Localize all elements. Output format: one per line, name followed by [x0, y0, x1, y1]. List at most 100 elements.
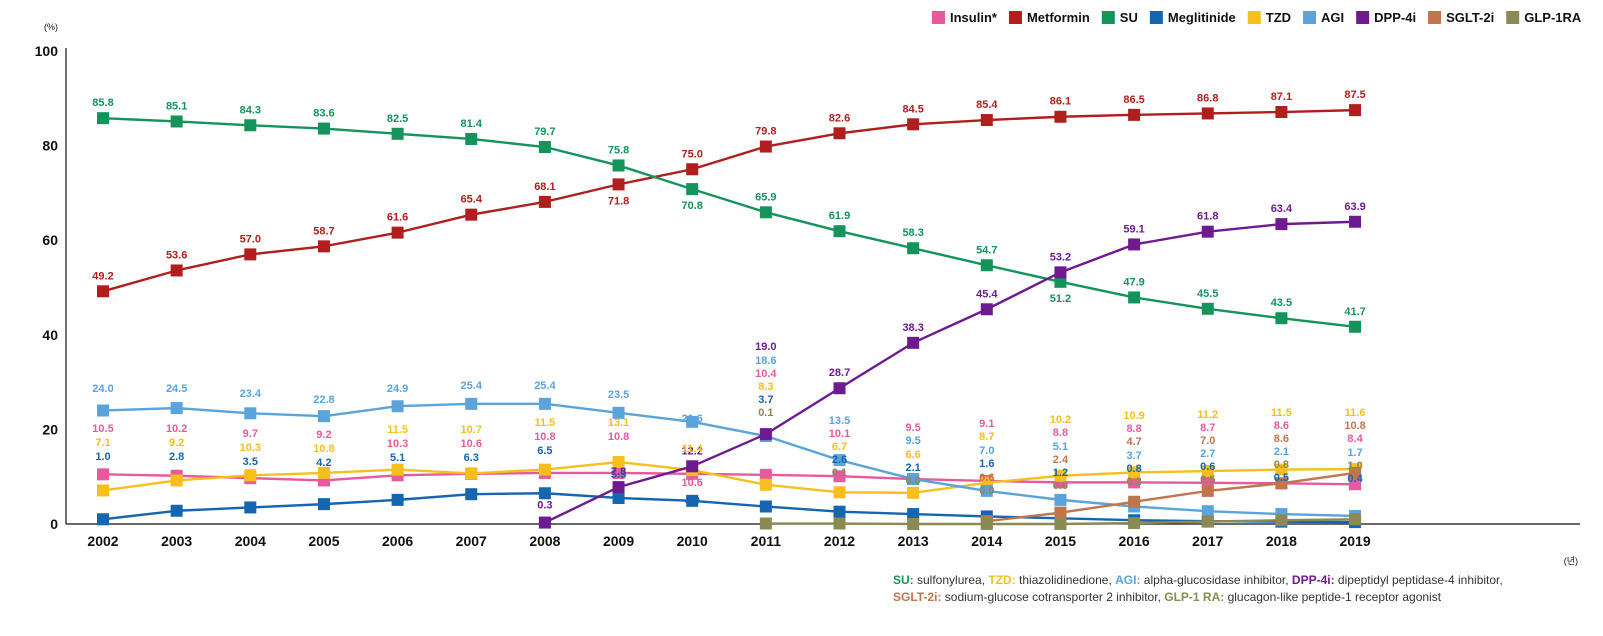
- y-tick-label: 100: [35, 43, 59, 59]
- x-tick-label: 2012: [824, 533, 855, 549]
- data-label-metformin: 71.8: [608, 195, 629, 207]
- data-label-insulin: 10.4: [755, 368, 777, 380]
- data-label-su: 45.5: [1197, 288, 1218, 300]
- y-axis-unit: (%): [44, 22, 58, 32]
- data-point-su: [686, 183, 699, 196]
- data-point-glp-1ra: [833, 517, 846, 530]
- data-point-insulin: [612, 466, 625, 479]
- data-label-metformin: 75.0: [681, 148, 702, 160]
- data-label-dpp-4i: 12.2: [681, 445, 702, 457]
- legend: Insulin* Metformin SU Meglitinide TZD AGI DPP-…: [932, 10, 1582, 25]
- footnote-definition: sulfonylurea,: [914, 573, 989, 587]
- data-label-dpp-4i: 19.0: [755, 341, 776, 353]
- data-label-su: 85.1: [166, 100, 187, 112]
- legend-swatch-agi: [1303, 11, 1317, 24]
- data-label-agi: 18.6: [755, 355, 776, 367]
- data-point-su: [980, 259, 993, 272]
- data-label-tzd: 11.5: [534, 417, 555, 429]
- legend-swatch-tzd: [1247, 11, 1261, 24]
- data-label-sglt-2i: 10.8: [1344, 420, 1365, 432]
- data-label-tzd: 11.5: [1271, 407, 1292, 419]
- data-label-agi: 24.5: [166, 383, 187, 395]
- x-tick-label: 2015: [1045, 533, 1076, 549]
- series-line-sglt-2i: [986, 471, 1356, 523]
- data-label-tzd: 8.3: [758, 381, 773, 393]
- data-label-metformin: 86.8: [1197, 92, 1218, 104]
- x-tick-label: 2005: [308, 533, 339, 549]
- y-tick-label: 80: [42, 138, 58, 154]
- data-label-dpp-4i: 38.3: [902, 322, 923, 334]
- data-point-tzd: [1128, 466, 1141, 479]
- data-point-glp-1ra: [1201, 515, 1214, 528]
- data-label-agi: 22.8: [313, 394, 334, 406]
- x-tick-label: 2019: [1339, 533, 1370, 549]
- data-point-su: [759, 206, 772, 219]
- x-tick-label: 2017: [1192, 533, 1223, 549]
- data-point-su: [833, 225, 846, 238]
- data-label-meglitinide: 2.8: [169, 451, 184, 463]
- data-label-su: 47.9: [1123, 276, 1144, 288]
- data-point-sglt-2i: [1128, 495, 1141, 508]
- data-label-insulin: 10.8: [608, 431, 629, 443]
- data-point-agi: [538, 397, 551, 410]
- data-label-metformin: 82.6: [829, 112, 850, 124]
- legend-swatch-metformin: [1008, 11, 1022, 24]
- data-point-su: [317, 122, 330, 135]
- footnote-abbreviation: AGI:: [1115, 573, 1140, 587]
- data-point-insulin: [1349, 478, 1362, 491]
- data-label-meglitinide: 1.6: [979, 458, 994, 470]
- data-point-su: [1349, 320, 1362, 333]
- legend-label-su: SU: [1120, 10, 1138, 25]
- data-point-insulin: [833, 470, 846, 483]
- data-point-su: [1128, 291, 1141, 304]
- data-point-agi: [465, 397, 478, 410]
- data-point-su: [170, 115, 183, 128]
- data-label-insulin: 9.2: [316, 429, 331, 441]
- data-label-glp-1ra: 0.0: [906, 475, 921, 487]
- data-label-agi: 24.9: [387, 383, 408, 395]
- data-point-meglitinide: [465, 488, 478, 501]
- data-point-glp-1ra: [1275, 514, 1288, 527]
- data-point-agi: [980, 484, 993, 497]
- data-point-su: [1275, 312, 1288, 325]
- footnote-definition: dipeptidyl peptidase-4 inhibitor,: [1335, 573, 1503, 587]
- data-label-glp-1ra: 0.0: [1053, 480, 1068, 492]
- data-point-glp-1ra: [759, 517, 772, 530]
- data-label-sglt-2i: 7.0: [1200, 435, 1215, 447]
- data-label-tzd: 10.9: [1123, 410, 1144, 422]
- data-point-su: [538, 141, 551, 154]
- data-label-metformin: 61.6: [387, 212, 408, 224]
- data-label-meglitinide: 5.1: [390, 452, 405, 464]
- data-point-meglitinide: [538, 487, 551, 500]
- data-label-tzd: 8.7: [979, 431, 994, 443]
- data-label-sglt-2i: 0.6: [979, 472, 994, 484]
- data-point-tzd: [1054, 469, 1067, 482]
- data-point-meglitinide: [686, 494, 699, 507]
- data-label-meglitinide: 3.5: [243, 456, 258, 468]
- data-label-su: 81.4: [461, 118, 483, 130]
- legend-label-glp-1ra: GLP-1RA: [1524, 10, 1582, 25]
- data-point-insulin: [97, 468, 109, 481]
- x-tick-label: 2007: [456, 533, 487, 549]
- data-label-insulin: 8.6: [1274, 420, 1289, 432]
- data-label-tzd: 11.2: [1197, 409, 1218, 421]
- data-label-insulin: 8.8: [1126, 423, 1141, 435]
- data-point-glp-1ra: [907, 518, 920, 530]
- data-label-tzd: 7.1: [95, 437, 110, 449]
- data-point-su: [391, 127, 404, 140]
- series-line-su: [102, 116, 1356, 328]
- data-label-su: 65.9: [755, 191, 776, 203]
- x-tick-label: 2008: [529, 533, 560, 549]
- data-label-agi: 1.7: [1347, 447, 1362, 459]
- x-tick-label: 2009: [603, 533, 634, 549]
- legend-label-dpp-4i: DPP-4i: [1374, 10, 1416, 25]
- data-label-insulin: 10.8: [534, 431, 555, 443]
- data-point-sglt-2i: [1349, 466, 1362, 479]
- data-label-agi: 21.6: [681, 413, 702, 425]
- data-point-tzd: [465, 467, 478, 480]
- data-label-agi: 25.4: [461, 380, 483, 392]
- data-point-agi: [317, 410, 330, 423]
- data-point-dpp-4i: [538, 516, 551, 529]
- data-point-meglitinide: [907, 508, 920, 521]
- data-label-agi: 23.4: [240, 388, 262, 400]
